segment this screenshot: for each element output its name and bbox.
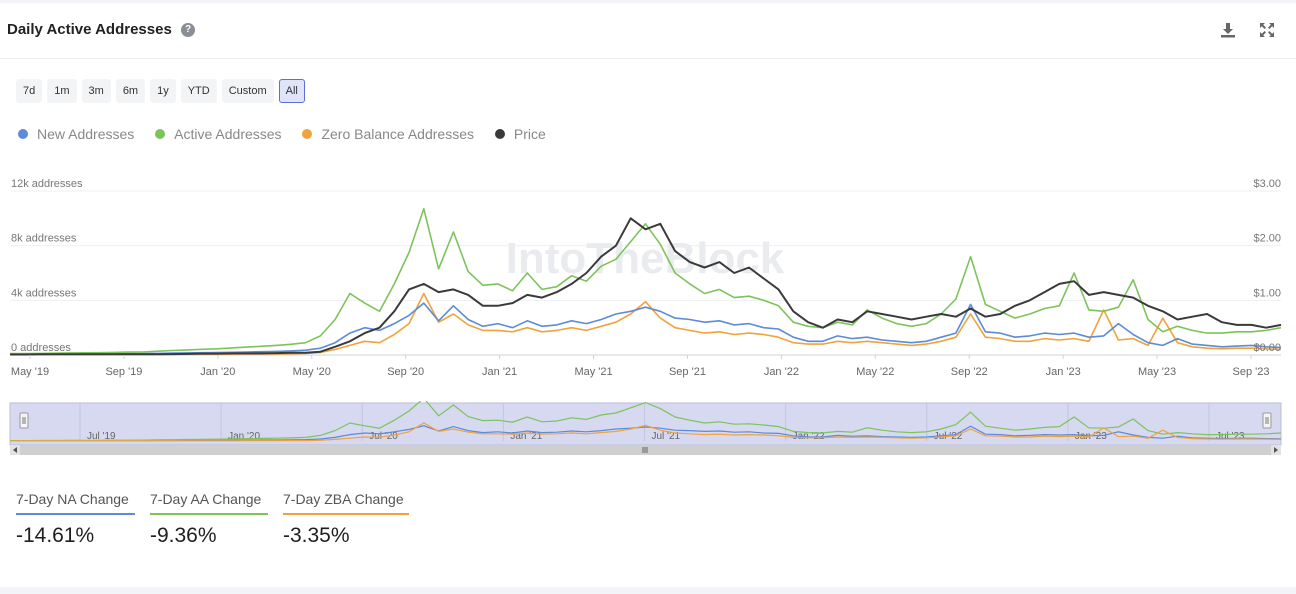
navigator-left-handle[interactable] — [19, 412, 29, 429]
chart-card: Daily Active Addresses ? 7d 1m 3m 6m 1y YTD Cu… — [0, 3, 1296, 587]
range-1m-button[interactable]: 1m — [47, 79, 77, 103]
x-tick-label: May '22 — [856, 366, 894, 378]
navigator-right-handle[interactable] — [1262, 412, 1272, 429]
navigator-selection[interactable] — [9, 402, 1282, 446]
series-line-zero-balance-addresses[interactable] — [10, 292, 1282, 356]
legend-label-zero: Zero Balance Addresses — [321, 126, 474, 142]
stat-na-underline — [16, 513, 135, 515]
main-chart[interactable]: IntoTheBlock 0 addresses $0.00 4k addresse… — [0, 163, 1296, 388]
y-tick-label-right: $3.00 — [1253, 178, 1281, 190]
x-tick-label: Jan '23 — [1046, 366, 1081, 378]
legend-item-active-addresses[interactable]: Active Addresses — [155, 126, 282, 142]
x-tick-label: Sep '19 — [105, 366, 142, 378]
range-custom-button[interactable]: Custom — [221, 79, 274, 103]
legend-dot-price — [494, 129, 505, 139]
legend-item-price[interactable]: Price — [494, 126, 546, 142]
stat-zba-label: 7-Day ZBA Change — [283, 491, 404, 507]
chart-legend: New Addresses Active Addresses Zero Bala… — [18, 126, 563, 146]
x-tick-label: Jan '21 — [482, 366, 517, 378]
x-tick-label: May '23 — [1138, 366, 1176, 378]
series-line-active-addresses[interactable] — [10, 207, 1282, 355]
y-tick-label-left: 4k addresses — [11, 287, 77, 299]
expand-icon[interactable] — [1258, 21, 1276, 39]
stat-na-value: -14.61% — [16, 524, 95, 547]
legend-item-new-addresses[interactable]: New Addresses — [18, 126, 134, 142]
card-header: Daily Active Addresses ? — [0, 3, 1296, 59]
stat-zba-change: 7-Day ZBA Change -3.35% — [283, 491, 409, 561]
download-icon[interactable] — [1219, 21, 1237, 39]
range-7d-button[interactable]: 7d — [16, 79, 43, 103]
legend-item-zero-balance-addresses[interactable]: Zero Balance Addresses — [302, 126, 474, 142]
stat-aa-label: 7-Day AA Change — [150, 491, 262, 507]
navigator-label: Jan '21 — [510, 431, 542, 442]
navigator-label: Jul '23 — [1216, 431, 1245, 442]
y-tick-label-left: 8k addresses — [11, 233, 77, 245]
legend-label-active: Active Addresses — [174, 126, 282, 142]
stat-zba-value: -3.35% — [283, 524, 350, 547]
scroll-left-arrow-icon[interactable] — [13, 447, 17, 453]
navigator-label: Jan '23 — [1075, 431, 1107, 442]
navigator-label: Jul '21 — [652, 431, 681, 442]
y-tick-label-right: $1.00 — [1253, 287, 1281, 299]
series-line-new-addresses[interactable] — [10, 302, 1282, 356]
legend-dot-zero — [302, 129, 313, 139]
range-3m-button[interactable]: 3m — [81, 79, 111, 103]
stat-na-change: 7-Day NA Change -14.61% — [16, 491, 135, 561]
x-tick-label: Jan '22 — [764, 366, 799, 378]
legend-label-price: Price — [513, 126, 546, 142]
x-tick-label: May '21 — [574, 366, 612, 378]
y-tick-label-left: 0 addresses — [11, 342, 71, 354]
x-tick-label: Jan '20 — [200, 366, 235, 378]
series-line-price[interactable] — [10, 217, 1282, 356]
stat-aa-change: 7-Day AA Change -9.36% — [150, 491, 268, 561]
legend-dot-new — [18, 129, 28, 139]
x-tick-label: May '20 — [293, 366, 331, 378]
navigator-label: Jan '20 — [228, 431, 260, 442]
x-tick-label: Sep '23 — [1233, 366, 1270, 378]
stat-aa-underline — [150, 513, 268, 515]
stat-na-label: 7-Day NA Change — [16, 491, 129, 507]
x-tick-label: Sep '22 — [951, 366, 988, 378]
navigator-label: Jul '19 — [87, 431, 116, 442]
range-6m-button[interactable]: 6m — [115, 79, 146, 103]
card-title: Daily Active Addresses — [7, 21, 172, 38]
range-1y-button[interactable]: 1y — [150, 79, 176, 103]
stat-zba-underline — [283, 513, 409, 515]
range-navigator[interactable]: Jul '19 Jan '20 Jul '20 Jan '21 Jul '21 Jan '… — [0, 401, 1296, 456]
x-tick-label: Sep '21 — [669, 366, 706, 378]
y-tick-label-right: $2.00 — [1253, 233, 1281, 245]
legend-dot-active — [155, 129, 166, 139]
watermark-text: IntoTheBlock — [506, 234, 785, 283]
range-all-button[interactable]: All — [278, 79, 305, 103]
range-selector: 7d 1m 3m 6m 1y YTD Custom All — [16, 79, 310, 103]
y-tick-label-right: $0.00 — [1253, 342, 1281, 354]
question-circle-icon[interactable]: ? — [181, 23, 195, 37]
range-ytd-button[interactable]: YTD — [180, 79, 217, 103]
stat-aa-value: -9.36% — [150, 524, 217, 547]
x-tick-label: May '19 — [11, 366, 49, 378]
legend-label-new: New Addresses — [37, 126, 135, 142]
navigator-line-active-addresses — [10, 401, 1282, 442]
y-tick-label-left: 12k addresses — [11, 178, 83, 190]
x-tick-label: Sep '20 — [387, 366, 424, 378]
navigator-line-zero-balance-addresses — [10, 422, 1282, 442]
scroll-right-arrow-icon[interactable] — [1274, 447, 1278, 453]
